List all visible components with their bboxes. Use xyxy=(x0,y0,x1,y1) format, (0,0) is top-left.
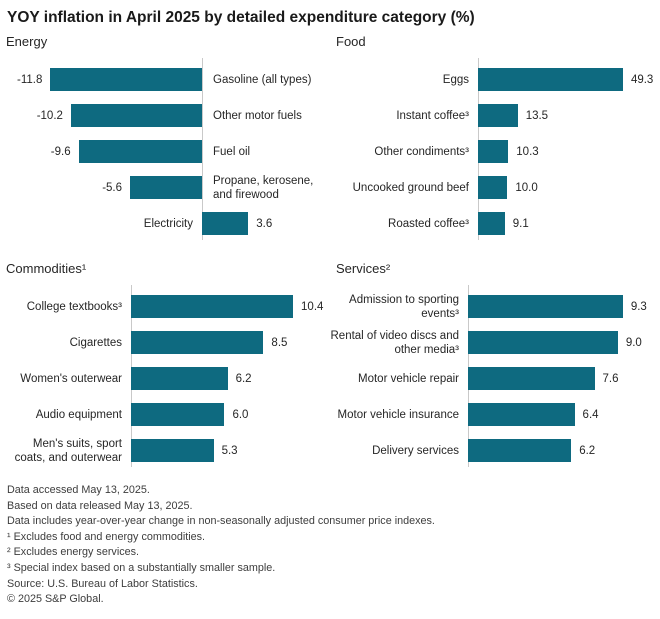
footnote-1: ¹ Excludes food and energy commodities. xyxy=(7,530,206,543)
category-label: Motor vehicle repair xyxy=(358,372,459,385)
value-label: 9.3 xyxy=(630,300,647,313)
bar xyxy=(130,176,202,199)
bar xyxy=(131,331,264,354)
category-label: Roasted coffee³ xyxy=(388,217,469,230)
value-label: -10.2 xyxy=(36,109,63,122)
footnotes: Data accessed May 13, 2025. Based on dat… xyxy=(7,483,660,608)
footnote-copyright: © 2025 S&P Global. xyxy=(7,593,104,606)
value-label: 10.0 xyxy=(515,181,538,194)
value-label: 6.4 xyxy=(582,408,599,421)
value-label: 9.0 xyxy=(625,336,642,349)
category-label: Rental of video discs and other media³ xyxy=(330,329,460,356)
bar xyxy=(478,68,623,91)
panel-commodities: Commodities¹ College textbooks³ 10.4 Cigar… xyxy=(0,240,330,467)
value-label: 10.4 xyxy=(301,300,324,313)
services-bar-chart: Admission to sporting events³ 9.3 Rental o… xyxy=(330,285,660,467)
footnote-data-released: Based on data released May 13, 2025. xyxy=(7,499,193,512)
category-label: College textbooks³ xyxy=(26,300,122,313)
panels-grid: Energy Gasoline (all types) -11.8 Other mo… xyxy=(0,29,660,467)
footnote-3: ³ Special index based on a substantially… xyxy=(7,561,276,574)
value-label: 6.0 xyxy=(232,408,249,421)
bar xyxy=(78,140,202,163)
bar xyxy=(131,367,228,390)
value-label: 49.3 xyxy=(630,73,654,86)
value-label: 13.5 xyxy=(525,109,549,122)
bar xyxy=(478,140,509,163)
value-label: -11.8 xyxy=(17,73,43,86)
panel-heading-food: Food xyxy=(336,34,366,49)
value-label: 10.3 xyxy=(516,145,539,158)
value-label: 9.1 xyxy=(512,217,529,230)
value-label: 8.5 xyxy=(271,336,288,349)
category-label: Women's outerwear xyxy=(20,372,122,385)
category-label: Uncooked ground beef xyxy=(352,181,469,194)
bar xyxy=(202,212,249,235)
bar xyxy=(468,439,572,462)
value-label: 3.6 xyxy=(256,217,273,230)
chart-title: YOY inflation in April 2025 by detailed … xyxy=(7,9,475,26)
zero-axis-line xyxy=(202,58,203,240)
panel-heading-energy: Energy xyxy=(6,34,48,49)
category-label: Fuel oil xyxy=(213,145,251,158)
value-label: -9.6 xyxy=(50,145,71,158)
panel-heading-services: Services² xyxy=(336,261,391,276)
category-label: Delivery services xyxy=(372,444,459,457)
bar xyxy=(478,176,508,199)
category-label: Other motor fuels xyxy=(213,109,302,122)
category-label: Other condiments³ xyxy=(374,145,469,158)
footnote-data-includes: Data includes year-over-year change in n… xyxy=(7,515,435,528)
footnote-2: ² Excludes energy services. xyxy=(7,546,140,559)
panel-heading-commodities: Commodities¹ xyxy=(6,261,87,276)
category-label: Instant coffee³ xyxy=(396,109,469,122)
bar xyxy=(468,331,618,354)
category-label: Propane, kerosene, and firewood xyxy=(213,174,314,201)
category-label: Admission to sporting events³ xyxy=(349,293,459,320)
bar xyxy=(478,104,518,127)
panel-services: Services² Admission to sporting events³ 9… xyxy=(330,240,660,467)
bar xyxy=(468,295,623,318)
category-label: Motor vehicle insurance xyxy=(337,408,459,421)
commodities-bar-chart: College textbooks³ 10.4 Cigarettes 8.5 Women… xyxy=(0,285,330,467)
bar xyxy=(131,295,294,318)
bar xyxy=(131,403,225,426)
energy-bar-chart: Gasoline (all types) -11.8 Other motor fue… xyxy=(0,58,330,240)
value-label: -5.6 xyxy=(102,181,123,194)
value-label: 6.2 xyxy=(235,372,252,385)
bar xyxy=(478,212,505,235)
panel-energy: Energy Gasoline (all types) -11.8 Other mo… xyxy=(0,29,330,240)
category-label: Electricity xyxy=(143,217,193,230)
category-label: Audio equipment xyxy=(35,408,122,421)
bar xyxy=(50,68,202,91)
food-bar-chart: Eggs 49.3 Instant coffee³ 13.5 Other condime… xyxy=(330,58,660,240)
value-label: 5.3 xyxy=(221,444,238,457)
footnote-source: Source: U.S. Bureau of Labor Statistics. xyxy=(7,577,198,590)
bar xyxy=(70,104,202,127)
category-label: Gasoline (all types) xyxy=(213,73,312,86)
category-label: Eggs xyxy=(442,73,469,86)
value-label: 6.2 xyxy=(579,444,596,457)
category-label: Cigarettes xyxy=(69,336,122,349)
bar xyxy=(131,439,214,462)
value-label: 7.6 xyxy=(602,372,619,385)
bar xyxy=(468,403,575,426)
footnote-data-accessed: Data accessed May 13, 2025. xyxy=(7,484,150,496)
bar xyxy=(468,367,595,390)
category-label: Men's suits, sport coats, and outerwear xyxy=(14,437,122,464)
panel-food: Food Eggs 49.3 Instant coffee³ 13.5 Other co… xyxy=(330,29,660,240)
